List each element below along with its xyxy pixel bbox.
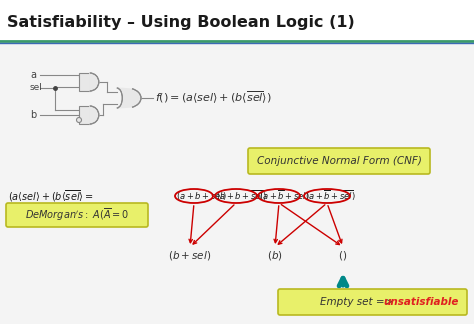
Text: $()$: $()$ — [338, 249, 347, 261]
Polygon shape — [90, 73, 99, 91]
Text: Empty set =>: Empty set => — [320, 297, 397, 307]
Text: $(a+\overline{b}+sel)$: $(a+\overline{b}+sel)$ — [259, 189, 310, 203]
Text: $DeMorgan's:\;A(\overline{A}=0$: $DeMorgan's:\;A(\overline{A}=0$ — [25, 207, 129, 223]
Text: $f()=(a\langle sel\rangle+(b\langle\overline{sel}\rangle)$: $f()=(a\langle sel\rangle+(b\langle\over… — [155, 90, 272, 106]
Text: $(a+\overline{b}+\overline{sel})$: $(a+\overline{b}+\overline{sel})$ — [305, 189, 356, 203]
Text: a: a — [30, 70, 36, 80]
Text: $(b+sel)$: $(b+sel)$ — [168, 249, 211, 261]
Text: $(b)$: $(b)$ — [267, 249, 283, 261]
FancyBboxPatch shape — [6, 203, 148, 227]
Text: $(a+b+\overline{sel})$: $(a+b+\overline{sel})$ — [216, 189, 267, 203]
Text: $(a\langle sel\rangle+(b\langle\overline{sel}\rangle=$: $(a\langle sel\rangle+(b\langle\overline… — [8, 188, 93, 204]
FancyBboxPatch shape — [248, 148, 430, 174]
FancyBboxPatch shape — [278, 289, 467, 315]
Circle shape — [76, 118, 82, 122]
Bar — [79, 106, 90, 124]
Polygon shape — [117, 88, 141, 108]
Bar — [79, 73, 90, 91]
Text: unsatisfiable: unsatisfiable — [383, 297, 458, 307]
Text: $(a+b+sel)$: $(a+b+sel)$ — [176, 190, 227, 202]
Text: b: b — [30, 110, 36, 120]
Polygon shape — [90, 106, 99, 124]
Text: Satisfiability – Using Boolean Logic (1): Satisfiability – Using Boolean Logic (1) — [7, 15, 355, 29]
Text: sel: sel — [30, 84, 43, 92]
Text: Conjunctive Normal Form (CNF): Conjunctive Normal Form (CNF) — [256, 156, 421, 166]
FancyBboxPatch shape — [0, 0, 474, 42]
